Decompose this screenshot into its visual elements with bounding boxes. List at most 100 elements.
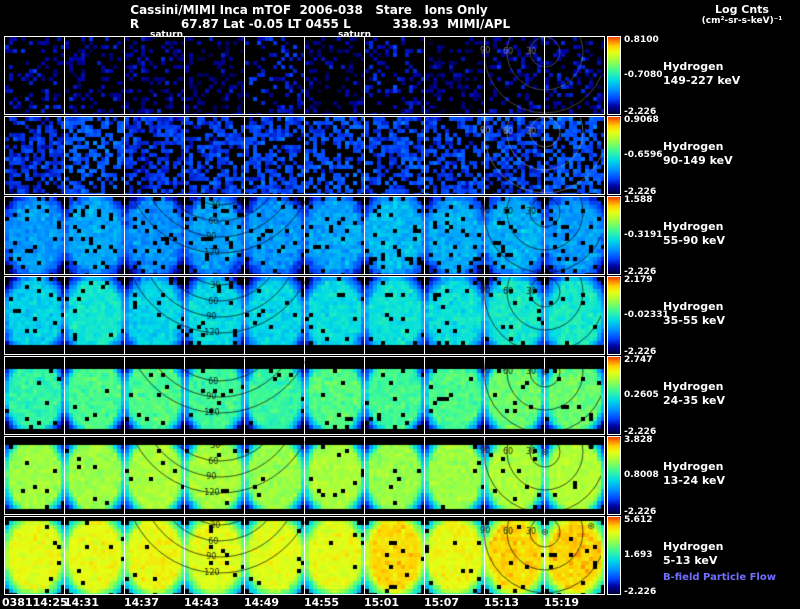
heatmap-panel-r5c5 <box>245 357 304 434</box>
species-label: Hydrogen <box>663 300 724 313</box>
time-tick-label: 15:07 <box>424 596 460 609</box>
heatmap-panel-r7c8 <box>425 517 484 594</box>
energy-range-label: 90-149 keV <box>663 154 733 167</box>
energy-row-7: 5.612 1.693 -2.226 Hydrogen 5-13 keV B-field … <box>0 515 800 597</box>
heatmap-panel-r5c2 <box>65 357 124 434</box>
energy-range-label: 24-35 keV <box>663 394 726 407</box>
heatmap-strip <box>4 116 605 195</box>
heatmap-panel-r5c3 <box>125 357 184 434</box>
energy-row-6: 3.828 0.8008 -2.226 Hydrogen 13-24 keV <box>0 435 800 517</box>
colorbar <box>607 516 621 595</box>
heatmap-panel-r4c3 <box>125 277 184 354</box>
row-label: Hydrogen 5-13 keV <box>663 540 723 568</box>
heatmap-panel-r1c10 <box>545 37 604 114</box>
heatmap-panel-r7c9 <box>485 517 544 594</box>
heatmap-panel-r4c4 <box>185 277 244 354</box>
heatmap-panel-r6c9 <box>485 437 544 514</box>
colorbar-scale: 5.612 1.693 -2.226 <box>624 515 676 597</box>
colorbar-vmax: 1.588 <box>624 195 653 205</box>
heatmap-panel-r2c4 <box>185 117 244 194</box>
time-tick-label: 14:31 <box>64 596 100 609</box>
colorbar-scale: 0.9068 -0.6596 -2.226 <box>624 115 676 197</box>
colorbar-vmid: 1.693 <box>624 550 653 560</box>
heatmap-panel-r4c6 <box>305 277 364 354</box>
heatmap-panel-r6c6 <box>305 437 364 514</box>
heatmap-panel-r7c7 <box>365 517 424 594</box>
heatmap-panel-r3c8 <box>425 197 484 274</box>
heatmap-strip <box>4 36 605 115</box>
heatmap-panel-r3c9 <box>485 197 544 274</box>
saturn-label-2: saturn <box>338 30 371 40</box>
colorbar-title: Log Cnts <box>715 3 769 16</box>
heatmap-panel-r6c3 <box>125 437 184 514</box>
heatmap-panel-r2c3 <box>125 117 184 194</box>
colorbar-vmax: 2.179 <box>624 275 653 285</box>
saturn-label-1: saturn <box>150 30 183 40</box>
energy-row-3: 1.588 -0.3191 -2.226 Hydrogen 55-90 keV <box>0 195 800 277</box>
colorbar <box>607 436 621 515</box>
colorbar-vmin: -2.226 <box>624 347 657 357</box>
colorbar <box>607 36 621 115</box>
heatmap-panel-r6c4 <box>185 437 244 514</box>
heatmap-panel-r6c8 <box>425 437 484 514</box>
energy-row-4: 2.179 -0.02331 -2.226 Hydrogen 35-55 keV <box>0 275 800 357</box>
plot-title: Cassini/MIMI Inca mTOF 2006-038 Stare Io… <box>130 3 488 17</box>
colorbar <box>607 276 621 355</box>
colorbar-vmin: -2.226 <box>624 507 657 517</box>
heatmap-panel-r2c7 <box>365 117 424 194</box>
heatmap-panel-r5c4 <box>185 357 244 434</box>
time-axis: 038114:25 14:31 14:37 14:43 14:49 14:55 15:01 1… <box>0 596 800 609</box>
heatmap-panel-r5c1 <box>5 357 64 434</box>
row-label: Hydrogen 55-90 keV <box>663 220 725 248</box>
colorbar-vmax: 0.9068 <box>624 115 659 125</box>
time-tick-label: 15:19 <box>544 596 580 609</box>
bfield-particle-flow-label: B-field Particle Flow <box>663 572 776 583</box>
heatmap-panel-r4c7 <box>365 277 424 354</box>
heatmap-panel-r2c1 <box>5 117 64 194</box>
row-label: Hydrogen 35-55 keV <box>663 300 725 328</box>
colorbar-vmax: 2.747 <box>624 355 653 365</box>
row-label: Hydrogen 90-149 keV <box>663 140 733 168</box>
energy-range-label: 13-24 keV <box>663 474 726 487</box>
time-tick-label: 038114:25 <box>2 596 68 609</box>
heatmap-panel-r7c2 <box>65 517 124 594</box>
time-tick-label: 14:37 <box>124 596 160 609</box>
heatmap-panel-r7c4 <box>185 517 244 594</box>
heatmap-panel-r1c5 <box>245 37 304 114</box>
heatmap-panel-r5c9 <box>485 357 544 434</box>
colorbar-vmax: 5.612 <box>624 515 653 525</box>
species-label: Hydrogen <box>663 220 724 233</box>
heatmap-panel-r1c8 <box>425 37 484 114</box>
colorbar-vmid: 0.2605 <box>624 390 659 400</box>
heatmap-panel-r4c9 <box>485 277 544 354</box>
row-label: Hydrogen 24-35 keV <box>663 380 725 408</box>
heatmap-panel-r1c1 <box>5 37 64 114</box>
energy-range-label: 55-90 keV <box>663 234 726 247</box>
heatmap-panel-r6c7 <box>365 437 424 514</box>
heatmap-panel-r4c2 <box>65 277 124 354</box>
energy-row-5: 2.747 0.2605 -2.226 Hydrogen 24-35 keV <box>0 355 800 437</box>
heatmap-panel-r3c2 <box>65 197 124 274</box>
heatmap-panel-r4c1 <box>5 277 64 354</box>
heatmap-panel-r7c5 <box>245 517 304 594</box>
heatmap-panel-r5c8 <box>425 357 484 434</box>
energy-row-2: 0.9068 -0.6596 -2.226 Hydrogen 90-149 keV <box>0 115 800 197</box>
ephemeris-line: R 67.87 Lat -0.05 LT 0455 L 338.93 MIMI/… <box>129 17 511 31</box>
heatmap-panel-r2c8 <box>425 117 484 194</box>
colorbar-vmid: 0.8008 <box>624 470 659 480</box>
energy-range-label: 35-55 keV <box>663 314 726 327</box>
heatmap-panel-r1c6 <box>305 37 364 114</box>
heatmap-panel-r4c10 <box>545 277 604 354</box>
energy-row-1: 0.8100 -0.7080 -2.226 Hydrogen 149-227 keV <box>0 35 800 117</box>
heatmap-panel-r3c7 <box>365 197 424 274</box>
colorbar-scale: 1.588 -0.3191 -2.226 <box>624 195 676 277</box>
heatmap-panel-r2c5 <box>245 117 304 194</box>
colorbar-vmin: -2.226 <box>624 107 657 117</box>
species-label: Hydrogen <box>663 60 724 73</box>
heatmap-panel-r1c3 <box>125 37 184 114</box>
colorbar <box>607 196 621 275</box>
heatmap-panel-r4c5 <box>245 277 304 354</box>
heatmap-strip <box>4 436 605 515</box>
heatmap-strip <box>4 196 605 275</box>
heatmap-panel-r1c4 <box>185 37 244 114</box>
